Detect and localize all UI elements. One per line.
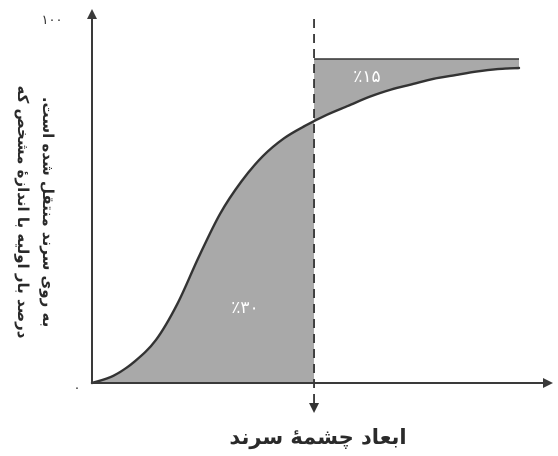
y-axis-arrow bbox=[87, 9, 97, 19]
plot-area bbox=[87, 9, 553, 413]
x-axis-label: ابعاد چشمهٔ سرند bbox=[229, 425, 406, 449]
annotation-15-percent: ٪۱۵ bbox=[353, 67, 380, 87]
y-axis-label: درصد بار اولیه با اندازهٔ مشخص که به روی… bbox=[14, 85, 57, 338]
annotation-30-percent: ٪۳۰ bbox=[231, 298, 258, 318]
x-axis-arrow bbox=[543, 378, 553, 388]
screen-curve-line bbox=[90, 66, 521, 385]
region-above-curve bbox=[314, 59, 519, 122]
y-tick-top: ۱۰۰ bbox=[42, 13, 63, 28]
y-tick-zero: ۰ bbox=[74, 381, 81, 396]
y-axis-label-line1: درصد بار اولیه با اندازهٔ مشخص که bbox=[14, 85, 32, 338]
y-axis-label-line2: به روی سرند منتقل شده است. bbox=[39, 97, 57, 327]
aperture-arrow-head bbox=[309, 403, 320, 413]
region-below-curve bbox=[92, 121, 315, 383]
